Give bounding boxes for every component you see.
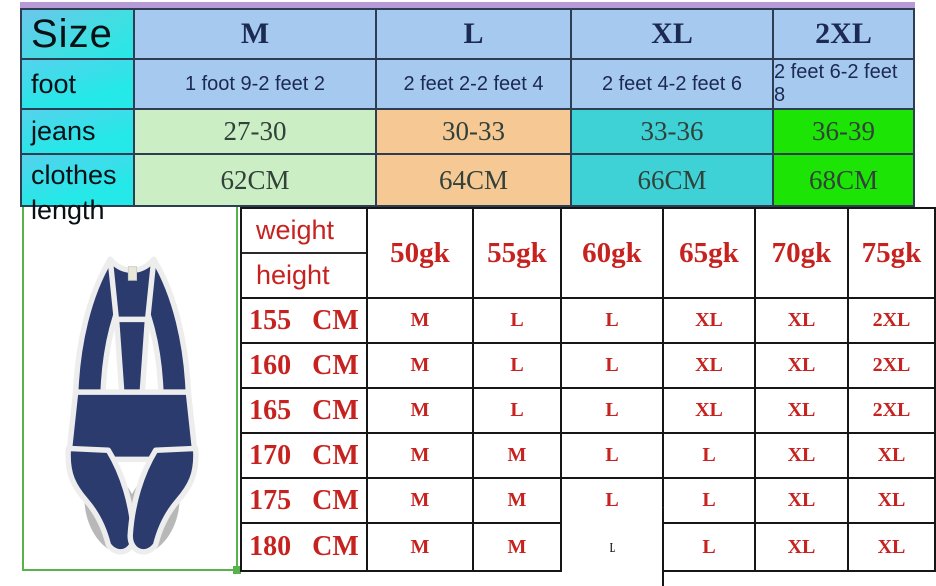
row-label-jeans: jeans xyxy=(22,110,135,155)
length-value-m: 62CM xyxy=(135,155,377,205)
product-image-box xyxy=(22,198,241,574)
jeans-value-m: 27-30 xyxy=(135,110,377,155)
size-col-xl: XL xyxy=(572,10,774,60)
cell-155-60gk: L xyxy=(562,299,664,344)
weight-col-55gk: 55gk xyxy=(474,209,562,299)
length-value-l: 64CM xyxy=(377,155,572,205)
cell-180-60gk: L xyxy=(562,507,664,586)
height-row-155: 155 CM xyxy=(242,299,368,344)
jeans-value-xl: 33-36 xyxy=(572,110,774,155)
cell-165-70gk: XL xyxy=(756,389,849,434)
length-value-2xl: 68CM xyxy=(774,155,913,205)
cell-175-50gk: M xyxy=(368,479,474,524)
cell-170-65gk: L xyxy=(664,434,756,479)
cell-165-65gk: XL xyxy=(664,389,756,434)
weight-col-60gk: 60gk xyxy=(562,209,664,299)
cell-180-70gk: XL xyxy=(756,524,849,570)
cell-180-65gk: L xyxy=(664,524,756,570)
weight-col-65gk: 65gk xyxy=(664,209,756,299)
weight-col-75gk: 75gk xyxy=(849,209,934,299)
foot-value-2xl: 2 feet 6-2 feet 8 xyxy=(774,60,913,110)
cell-175-65gk: L xyxy=(664,479,756,524)
size-table-corner: Size xyxy=(22,10,135,60)
foot-value-xl: 2 feet 4-2 feet 6 xyxy=(572,60,774,110)
cell-155-55gk: L xyxy=(474,299,562,344)
height-row-180: 180 CM xyxy=(242,524,368,570)
cell-160-55gk: L xyxy=(474,344,562,389)
cell-160-70gk: XL xyxy=(756,344,849,389)
cell-160-65gk: XL xyxy=(664,344,756,389)
singlet-graphic xyxy=(65,256,199,555)
cell-170-55gk: M xyxy=(474,434,562,479)
decorative-purple-strip xyxy=(20,2,915,8)
cell-170-60gk: L xyxy=(562,434,664,479)
size-col-2xl: 2XL xyxy=(774,10,913,60)
size-col-m: M xyxy=(135,10,377,60)
cell-155-50gk: M xyxy=(368,299,474,344)
height-row-175: 175 CM xyxy=(242,479,368,524)
weight-col-70gk: 70gk xyxy=(756,209,849,299)
row-label-clothes-length: clothes length xyxy=(22,155,135,225)
height-row-165: 165 CM xyxy=(242,389,368,434)
size-corner-label: Size xyxy=(31,11,113,56)
foot-value-m: 1 foot 9-2 feet 2 xyxy=(135,60,377,110)
cell-160-50gk: M xyxy=(368,344,474,389)
cell-160-60gk: L xyxy=(562,344,664,389)
cell-180-55gk: M xyxy=(474,524,562,570)
cell-155-65gk: XL xyxy=(664,299,756,344)
height-label: height xyxy=(256,260,330,290)
size-col-l: L xyxy=(377,10,572,60)
cell-160-75gk: 2XL xyxy=(849,344,934,389)
cell-165-50gk: M xyxy=(368,389,474,434)
jeans-value-l: 30-33 xyxy=(377,110,572,155)
size-table: Size M L XL 2XL foot 1 foot 9-2 feet 2 2… xyxy=(20,8,915,225)
length-value-xl: 66CM xyxy=(572,155,774,205)
weight-label: weight xyxy=(242,209,366,254)
cell-170-75gk: XL xyxy=(849,434,934,479)
cell-170-50gk: M xyxy=(368,434,474,479)
cell-180-50gk: M xyxy=(368,524,474,570)
cell-165-60gk: L xyxy=(562,389,664,434)
jeans-value-2xl: 36-39 xyxy=(774,110,913,155)
cell-180-75gk: XL xyxy=(849,524,934,570)
row-label-foot: foot xyxy=(22,60,135,110)
cell-175-70gk: XL xyxy=(756,479,849,524)
cell-155-75gk: 2XL xyxy=(849,299,934,344)
fit-corner-cell: weight height xyxy=(242,209,368,299)
height-row-170: 170 CM xyxy=(242,434,368,479)
weight-col-50gk: 50gk xyxy=(368,209,474,299)
cell-155-70gk: XL xyxy=(756,299,849,344)
fit-matrix-table: weight height 50gk 55gk 60gk 65gk 70gk 7… xyxy=(240,207,936,586)
height-row-160: 160 CM xyxy=(242,344,368,389)
cell-165-75gk: 2XL xyxy=(849,389,934,434)
cell-175-55gk: M xyxy=(474,479,562,524)
selection-handle xyxy=(233,566,241,574)
cell-165-55gk: L xyxy=(474,389,562,434)
cell-170-70gk: XL xyxy=(756,434,849,479)
cell-175-75gk: XL xyxy=(849,479,934,524)
foot-value-l: 2 feet 2-2 feet 4 xyxy=(377,60,572,110)
